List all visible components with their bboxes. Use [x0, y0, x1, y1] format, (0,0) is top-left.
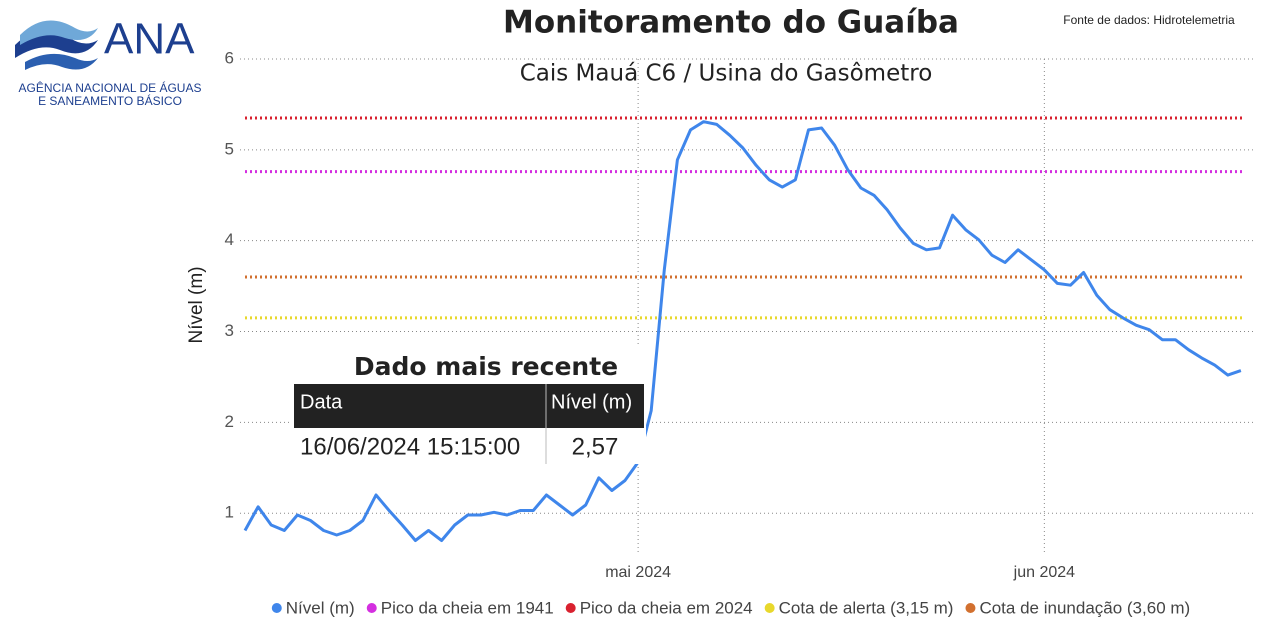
chart-title: Monitoramento do Guaíba [503, 5, 959, 41]
y-tick-label: 3 [225, 321, 234, 340]
series-line [243, 120, 1242, 542]
legend: Nível (m) Pico da cheia em 1941 Pico da ch… [271, 598, 1190, 617]
legend-label: Cota de alerta (3,15 m) [779, 598, 954, 617]
logo-name: ANA [104, 15, 195, 64]
legend-label: Nível (m) [286, 598, 355, 617]
table-header [294, 384, 644, 428]
x-tick-label: jun 2024 [1013, 564, 1075, 581]
table-header-cell: Data [300, 391, 343, 413]
x-tick-label: mai 2024 [605, 564, 671, 581]
plot: 1 2 3 4 5 6 mai 2024 jun 2024 [225, 48, 1255, 581]
table-title: Dado mais recente [354, 352, 618, 381]
source: Fonte de dados: Hidrotelemetria [1063, 13, 1235, 27]
table-cell: 16/06/2024 15:15:00 [300, 433, 520, 460]
legend-marker [366, 603, 377, 613]
table-header-cell: Nível (m) [551, 391, 632, 413]
legend-label: Cota de inundação (3,60 m) [979, 598, 1190, 617]
y-tick-label: 1 [225, 503, 234, 522]
legend-label: Pico da cheia em 2024 [580, 598, 753, 617]
y-tick-label: 6 [225, 48, 234, 67]
legend-marker [565, 603, 576, 613]
logo-mark [15, 20, 98, 70]
chart-subtitle: Cais Mauá C6 / Usina do Gasômetro [520, 61, 933, 87]
y-tick-label: 4 [225, 230, 234, 249]
legend-marker [271, 603, 282, 613]
y-tick-label: 5 [225, 139, 234, 158]
logo-line: AGÊNCIA NACIONAL DE ÁGUAS [19, 80, 202, 95]
legend-marker [764, 603, 775, 613]
legend-label: Pico da cheia em 1941 [381, 598, 554, 617]
latest-table: Dado mais recente Data Nível (m) 16/06/2… [292, 346, 646, 464]
y-tick-label: 2 [225, 412, 234, 431]
logo-line: E SANEAMENTO BÁSICO [38, 93, 182, 108]
table-cell: 2,57 [572, 433, 619, 460]
legend-marker [965, 603, 976, 613]
y-axis-label: Nível (m) [186, 266, 207, 343]
